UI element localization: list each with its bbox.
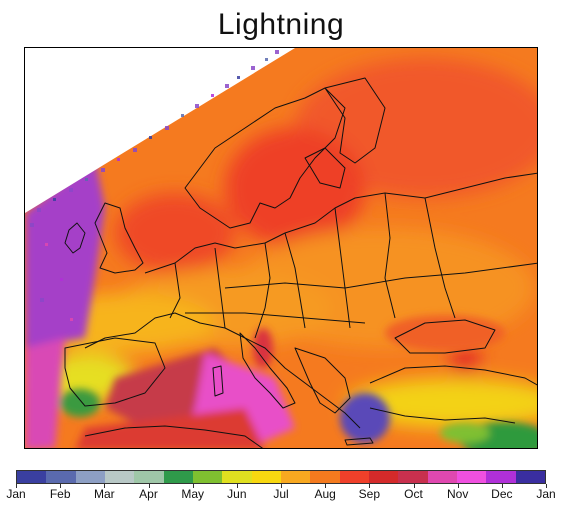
month-tick-mark: [192, 484, 194, 488]
colorbar-segment: [456, 471, 487, 483]
month-tick-mark: [369, 484, 371, 488]
month-tick-mark: [104, 484, 106, 488]
speckle-edge: [30, 50, 279, 321]
month-tick-mark: [457, 484, 459, 488]
map-title: Lightning: [217, 8, 345, 41]
month-tick-mark: [413, 484, 415, 488]
colorbar-segment: [17, 471, 47, 483]
colorbar-segment: [134, 471, 164, 483]
month-tick-label: Dec: [491, 487, 513, 501]
colorbar-segment: [515, 471, 545, 483]
colorbar-segment: [192, 471, 223, 483]
colorbar-segment: [222, 471, 252, 483]
colorbar-segment: [46, 471, 76, 483]
month-tick-label: Jul: [273, 487, 289, 501]
colorbar-segment: [251, 471, 281, 483]
colorbar-segment: [104, 471, 135, 483]
month-tick-mark: [16, 484, 17, 488]
month-tick-mark: [148, 484, 150, 488]
month-axis: Jan Feb Mar Apr May Jun Jul Aug Sep Oct Nov Dec Jan: [0, 484, 562, 508]
month-tick-label: Feb: [49, 487, 71, 501]
colorbar-segment: [398, 471, 428, 483]
month-tick-mark: [501, 484, 503, 488]
month-tick-label: Sep: [358, 487, 381, 501]
month-tick-label: Jan: [536, 487, 556, 501]
month-tick-label: Aug: [314, 487, 336, 501]
month-tick-mark: [60, 484, 62, 488]
lightning-map: [25, 48, 537, 448]
month-tick-label: Nov: [446, 487, 469, 501]
month-tick-label: Mar: [93, 487, 115, 501]
colorbar-segment: [368, 471, 399, 483]
month-tick-mark: [236, 484, 238, 488]
colorbar-segment: [75, 471, 105, 483]
month-tick-mark: [546, 484, 547, 488]
month-tick-label: Jan: [6, 487, 26, 501]
no-data-region: [25, 48, 295, 213]
colorbar-segment: [339, 471, 369, 483]
sea-fields: [25, 158, 537, 448]
month-tick-label: Oct: [404, 487, 423, 501]
country-borders: [64, 77, 537, 448]
colorbar-segment: [486, 471, 516, 483]
month-tick-mark: [281, 484, 282, 488]
colorbar-segment: [427, 471, 457, 483]
colorbar-segment: [310, 471, 340, 483]
month-tick-mark: [325, 484, 327, 488]
month-tick-label: Jun: [227, 487, 247, 501]
month-tick-label: May: [181, 487, 204, 501]
colorbar-segment: [280, 471, 311, 483]
map-panel: [24, 47, 538, 449]
colorbar-segment: [163, 471, 193, 483]
month-colorbar: [16, 470, 546, 484]
month-tick-label: Apr: [139, 487, 158, 501]
